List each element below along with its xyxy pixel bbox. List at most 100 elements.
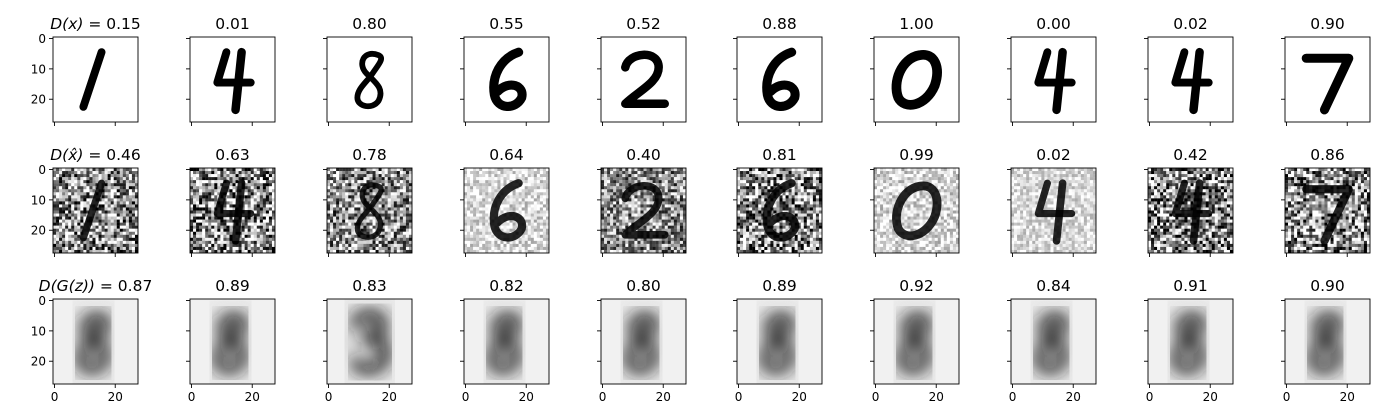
- panel-title: 0.81: [762, 146, 797, 164]
- digit-image: [874, 37, 959, 122]
- image-panel: 0 20 0.84: [1007, 277, 1097, 404]
- digit-image: [1285, 37, 1370, 122]
- image-panel: 0.02: [1144, 15, 1234, 126]
- digit-image: [464, 37, 549, 122]
- image-panel: 0 20 0.89: [733, 277, 823, 404]
- panel-title: 0.02: [1036, 146, 1071, 164]
- image-panel: 0.63: [186, 146, 276, 257]
- digit-image: [53, 37, 138, 122]
- image-panel: 0 20 0.91: [1144, 277, 1234, 404]
- digit-image: [1285, 299, 1370, 384]
- image-panel: 0.01: [186, 15, 276, 126]
- x-tick-label: 0: [325, 390, 333, 404]
- digit-image: [190, 168, 275, 253]
- digit-image: [601, 37, 686, 122]
- x-tick-label: 20: [245, 390, 260, 404]
- y-tick-label: 20: [31, 355, 46, 369]
- image-panel: 0 10 20 0 20 D(G(z)) = 0.87: [31, 277, 153, 404]
- x-tick-label: 0: [735, 390, 743, 404]
- x-tick-label: 0: [1146, 390, 1154, 404]
- digit-image: [190, 299, 275, 384]
- digit-image: [737, 37, 822, 122]
- y-tick-label: 0: [38, 294, 46, 308]
- x-tick-label: 20: [656, 390, 671, 404]
- y-tick-label: 10: [31, 193, 46, 207]
- panel-title: 0.52: [626, 15, 661, 33]
- image-panel: 0.78: [323, 146, 413, 257]
- image-panel: 0.42: [1144, 146, 1234, 257]
- digit-image: [53, 299, 138, 384]
- image-panel: 0.64: [460, 146, 550, 257]
- panel-title: 0.83: [352, 277, 387, 295]
- panel-title: 0.55: [489, 15, 524, 33]
- x-tick-label: 20: [1203, 390, 1218, 404]
- digit-image: [53, 168, 138, 253]
- digit-image: [601, 299, 686, 384]
- panel-title: 0.78: [352, 146, 387, 164]
- panel-title: 0.92: [899, 277, 934, 295]
- panel-title: 0.80: [626, 277, 661, 295]
- panel-title: 0.84: [1036, 277, 1071, 295]
- x-tick-label: 20: [519, 390, 534, 404]
- image-panel: 0.40: [597, 146, 687, 257]
- image-panel: 0.52: [597, 15, 687, 126]
- digit-image: [1011, 168, 1096, 253]
- panel-title: 0.89: [215, 277, 250, 295]
- image-panel: 0.00: [1007, 15, 1097, 126]
- x-tick-label: 20: [1340, 390, 1355, 404]
- image-panel: 0 10 20 D(x̂) = 0.46: [31, 146, 141, 257]
- image-panel: 0 20 0.89: [186, 277, 276, 404]
- digit-image: [874, 168, 959, 253]
- digit-image: [1011, 299, 1096, 384]
- panel-title: 0.00: [1036, 15, 1071, 33]
- panel-title: 0.99: [899, 146, 934, 164]
- x-tick-label: 20: [792, 390, 807, 404]
- digit-image: [874, 299, 959, 384]
- panel-title: 0.42: [1173, 146, 1208, 164]
- image-panel: 0.90: [1281, 15, 1371, 126]
- panel-title: 0.63: [215, 146, 250, 164]
- panel-title: 0.80: [352, 15, 387, 33]
- image-panel: 0 20 0.92: [870, 277, 960, 404]
- image-panel: 0.86: [1281, 146, 1371, 257]
- panel-title: 0.01: [215, 15, 250, 33]
- x-tick-label: 0: [462, 390, 470, 404]
- digit-image: [1148, 299, 1233, 384]
- digit-image: [464, 299, 549, 384]
- panel-title: 0.02: [1173, 15, 1208, 33]
- digit-image: [1011, 37, 1096, 122]
- x-tick-label: 0: [1283, 390, 1291, 404]
- x-tick-label: 0: [599, 390, 607, 404]
- digit-image: [327, 37, 412, 122]
- panel-title: 0.88: [762, 15, 797, 33]
- digit-image: [601, 168, 686, 253]
- digit-image: [190, 37, 275, 122]
- panel-title: D(G(z)) = 0.87: [39, 277, 153, 295]
- image-panel: 0 10 20 D(x) = 0.15: [31, 15, 141, 126]
- panel-title: 0.40: [626, 146, 661, 164]
- y-tick-label: 20: [31, 93, 46, 107]
- digit-image: [737, 168, 822, 253]
- x-tick-label: 0: [51, 390, 59, 404]
- digit-image: [1148, 37, 1233, 122]
- image-panel: 0.80: [323, 15, 413, 126]
- digit-image: [1148, 168, 1233, 253]
- y-tick-label: 0: [38, 32, 46, 46]
- x-tick-label: 20: [1066, 390, 1081, 404]
- x-tick-label: 0: [188, 390, 196, 404]
- image-panel: 1.00: [870, 15, 960, 126]
- digit-image: [327, 168, 412, 253]
- x-tick-label: 20: [929, 390, 944, 404]
- digit-image: [737, 299, 822, 384]
- digit-image: [327, 299, 412, 384]
- image-panel: 0 20 0.80: [597, 277, 687, 404]
- y-tick-label: 10: [31, 62, 46, 76]
- digit-image: [1285, 168, 1370, 253]
- panel-title: 0.91: [1173, 277, 1208, 295]
- panel-title: 0.86: [1310, 146, 1345, 164]
- x-tick-label: 0: [872, 390, 880, 404]
- image-panel: 0 20 0.90: [1281, 277, 1371, 404]
- y-tick-label: 0: [38, 163, 46, 177]
- image-panel: 0.02: [1007, 146, 1097, 257]
